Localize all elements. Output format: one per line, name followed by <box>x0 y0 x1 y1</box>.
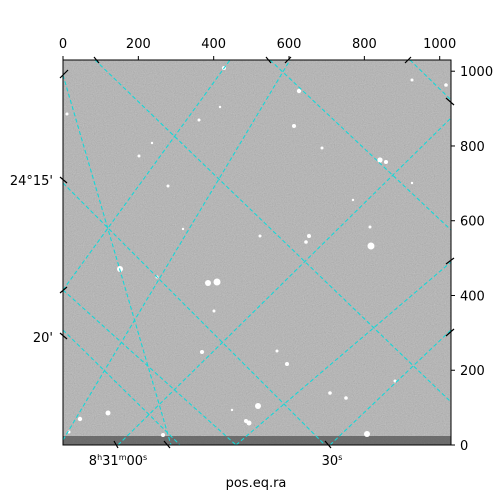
star <box>212 309 216 313</box>
star <box>150 141 154 145</box>
star <box>275 349 279 353</box>
right-axis-tick-label: 1000 <box>460 65 493 80</box>
right-axis-tick-label: 200 <box>460 364 485 379</box>
grid-line <box>94 60 451 403</box>
ra-tick-label-2: 30s <box>322 453 343 469</box>
star <box>181 227 185 231</box>
star <box>368 225 372 229</box>
star <box>205 280 211 286</box>
world-tick <box>59 69 69 79</box>
star <box>304 240 308 244</box>
grid-line <box>269 60 451 231</box>
grid-line <box>329 329 451 445</box>
star <box>213 278 221 286</box>
world-tick <box>404 56 412 64</box>
star <box>65 112 69 116</box>
sky-image <box>63 60 451 445</box>
star <box>377 157 383 163</box>
right-pixel-axis: 0 200 400 600 800 1000 <box>451 65 493 454</box>
world-tick <box>163 440 171 449</box>
star <box>384 160 388 164</box>
star <box>393 379 397 383</box>
top-axis-tick-label: 800 <box>352 37 377 52</box>
right-axis-tick-label: 400 <box>460 289 485 304</box>
world-tick <box>265 56 272 64</box>
star <box>105 410 111 416</box>
top-axis-tick-label: 0 <box>59 37 67 52</box>
star <box>218 105 222 109</box>
grid-line <box>63 74 172 445</box>
star <box>230 408 234 412</box>
star <box>161 433 165 437</box>
star <box>285 362 289 366</box>
star <box>364 431 370 437</box>
world-tick <box>59 176 68 184</box>
grid-line <box>63 182 326 445</box>
star <box>197 118 201 122</box>
coordinate-grid <box>63 60 451 445</box>
world-tick <box>445 97 455 106</box>
grid-line <box>235 261 451 445</box>
star <box>292 124 296 128</box>
world-tick <box>445 257 455 265</box>
star <box>444 83 448 87</box>
grid-line <box>63 60 291 441</box>
top-axis-tick-label: 1000 <box>423 37 456 52</box>
top-axis-tick-label: 200 <box>126 37 151 52</box>
star <box>200 350 204 354</box>
sky-noise <box>63 60 451 445</box>
bottom-dark-band <box>63 436 451 445</box>
star <box>77 416 83 422</box>
world-tick <box>324 440 332 449</box>
right-axis-tick-label: 800 <box>460 140 485 155</box>
plot-frame <box>62 59 452 446</box>
world-ticks <box>59 56 455 449</box>
star <box>296 88 302 94</box>
star <box>410 181 414 185</box>
star <box>410 78 414 82</box>
star <box>258 234 262 238</box>
grid-line <box>63 60 231 291</box>
ra-tick-label-1: 8h31m00s <box>89 453 147 469</box>
right-axis-tick-label: 0 <box>460 439 468 454</box>
dec-tick-label-1: 24°15' <box>10 174 53 189</box>
stars <box>65 66 448 437</box>
top-axis-tick-label: 600 <box>277 37 302 52</box>
star <box>328 391 332 395</box>
star <box>244 419 248 423</box>
dec-tick-label-2: 20' <box>33 331 53 346</box>
star <box>307 234 311 238</box>
right-axis-tick-label: 600 <box>460 215 485 230</box>
x-axis-label: pos.eq.ra <box>226 476 287 491</box>
world-tick <box>284 56 292 64</box>
star <box>351 198 355 202</box>
star <box>255 403 261 409</box>
star <box>367 242 375 250</box>
grid-line <box>409 60 451 101</box>
world-tick <box>93 56 100 64</box>
star <box>166 184 170 188</box>
star <box>320 146 324 150</box>
grid-line <box>63 329 181 445</box>
star <box>137 154 141 158</box>
top-pixel-axis: 0 200 400 600 800 1000 <box>59 37 456 60</box>
world-tick <box>59 286 68 294</box>
star <box>344 396 348 400</box>
world-tick <box>445 328 455 337</box>
top-axis-tick-label: 400 <box>201 37 226 52</box>
world-tick <box>59 332 68 340</box>
world-tick <box>113 440 119 449</box>
